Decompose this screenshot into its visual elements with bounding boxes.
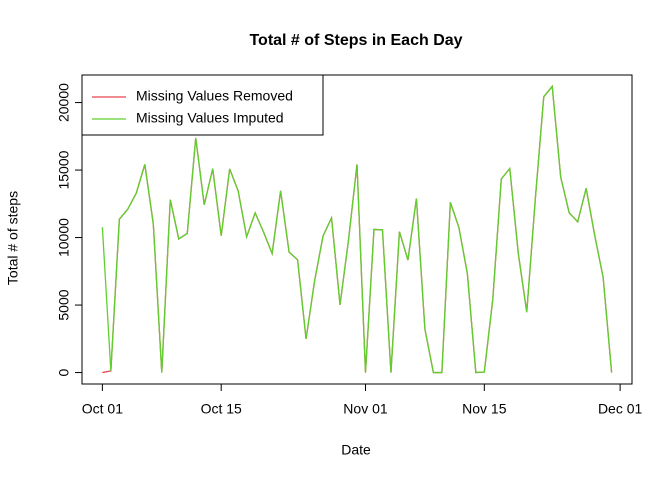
y-tick-label: 0 bbox=[56, 368, 72, 376]
x-tick-label: Dec 01 bbox=[598, 401, 643, 417]
legend-label: Missing Values Removed bbox=[136, 88, 293, 104]
x-tick-label: Nov 15 bbox=[462, 401, 507, 417]
y-tick-label: 15000 bbox=[56, 150, 72, 189]
x-axis-label: Date bbox=[341, 442, 371, 458]
x-tick-label: Oct 01 bbox=[82, 401, 123, 417]
legend-label: Missing Values Imputed bbox=[136, 110, 284, 126]
y-tick-label: 5000 bbox=[56, 289, 72, 320]
x-tick-label: Oct 15 bbox=[201, 401, 242, 417]
y-axis-label: Total # of steps bbox=[5, 191, 21, 285]
legend-box bbox=[81, 74, 324, 136]
y-tick-label: 20000 bbox=[56, 83, 72, 122]
y-tick-label: 10000 bbox=[56, 218, 72, 257]
series-line bbox=[101, 84, 613, 374]
chart-title: Total # of Steps in Each Day bbox=[249, 32, 462, 49]
x-tick-label: Nov 01 bbox=[343, 401, 388, 417]
series-line bbox=[102, 84, 613, 374]
